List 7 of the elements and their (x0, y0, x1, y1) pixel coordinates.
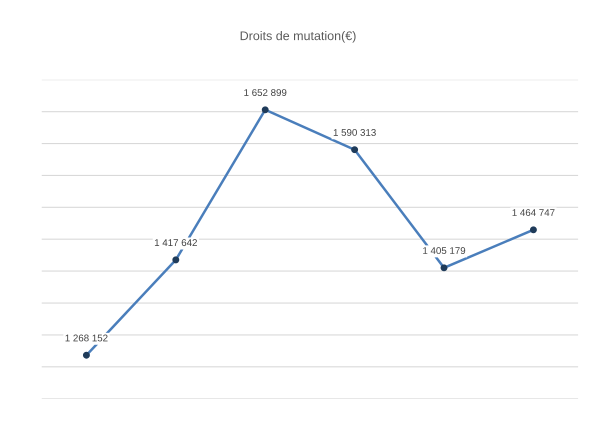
data-label: 1 268 152 (66, 334, 108, 342)
data-label: 1 405 179 (423, 247, 466, 254)
data-label: 1 464 747 (512, 209, 555, 216)
data-label: 1 652 899 (244, 89, 286, 96)
chart-title: Droits de mutation(€) (240, 31, 356, 43)
data-label: 1 590 313 (334, 129, 376, 136)
data-label: 1 417 642 (154, 239, 197, 246)
